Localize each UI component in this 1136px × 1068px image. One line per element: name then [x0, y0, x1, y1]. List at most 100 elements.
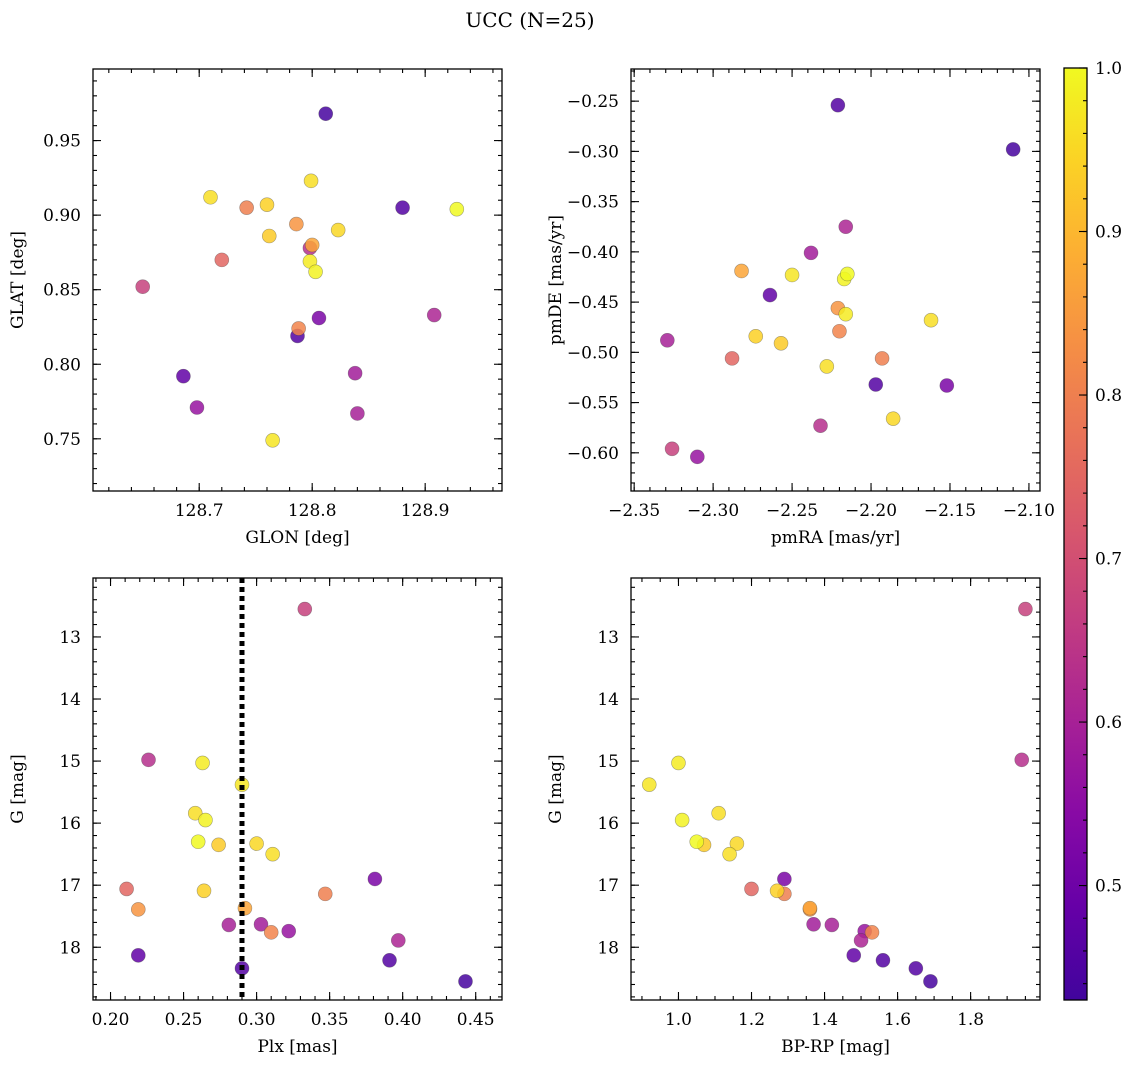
scatter-point — [819, 359, 835, 374]
colorbar-tick-label: 0.9 — [1095, 223, 1122, 243]
panel-pmra-pmde-ytick-label: −0.25 — [567, 92, 619, 112]
panel-glon-glat-points — [135, 106, 465, 448]
scatter-point — [141, 752, 156, 768]
scatter-point — [762, 287, 778, 303]
scatter-point — [875, 952, 891, 968]
scatter-point — [1014, 752, 1030, 768]
scatter-point — [671, 755, 686, 771]
panel-pmra-pmde-ytick-label: −0.35 — [567, 193, 619, 213]
panel-glon-glat-xlabel: GLON [deg] — [245, 528, 349, 548]
panel-bprp-g: 1.0 1.2 1.4 1.6 1.8 13 14 15 16 17 18 BP-RP [mag] G … — [546, 577, 1041, 1057]
panel-bprp-g-ytick-label: 13 — [597, 628, 619, 648]
panel-glon-glat-ytick-label: 0.95 — [43, 132, 81, 152]
panel-bprp-g-points — [641, 601, 1033, 989]
scatter-point — [458, 974, 473, 989]
scatter-point — [318, 106, 334, 122]
panel-plx-g: 0.20 0.25 0.30 0.35 0.40 0.45 13 14 15 16 17 18 Plx … — [8, 577, 503, 1057]
scatter-point — [690, 449, 705, 465]
panel-plx-g-xtick-label: 0.20 — [92, 1010, 130, 1030]
panel-bprp-g-ytick-label: 16 — [597, 814, 619, 834]
scatter-point — [824, 917, 840, 933]
scatter-point — [939, 378, 955, 393]
panel-plx-g-ticks — [93, 578, 502, 1000]
scatter-point — [923, 974, 938, 989]
scatter-point — [803, 245, 819, 261]
panel-pmra-pmde-xtick-label: −2.15 — [924, 501, 976, 521]
scatter-point — [846, 948, 862, 963]
colorbar-tick-label: 0.6 — [1095, 713, 1122, 733]
scatter-point — [874, 351, 890, 366]
scatter-point — [289, 216, 304, 232]
scatter-point — [885, 411, 901, 426]
scatter-point — [777, 871, 792, 887]
panel-glon-glat: 128.7 128.8 128.9 0.75 0.80 0.85 0.90 0.95 GLON … — [8, 68, 503, 548]
scatter-point — [261, 228, 277, 244]
panel-glon-glat-ytick-label: 0.80 — [43, 355, 81, 375]
scatter-point — [923, 312, 939, 328]
scatter-point — [784, 267, 800, 283]
scatter-point — [734, 263, 749, 279]
panel-bprp-g-ytick-label: 15 — [597, 752, 619, 772]
scatter-point — [195, 755, 210, 771]
panel-bprp-g-ytick-label: 18 — [597, 938, 619, 958]
scatter-point — [744, 881, 759, 897]
scatter-point — [304, 237, 320, 253]
scatter-point — [196, 883, 212, 899]
panel-glon-glat-xtick-label: 128.8 — [288, 501, 337, 521]
panel-plx-g-ytick-label: 17 — [59, 876, 81, 896]
scatter-point — [239, 200, 254, 215]
panel-plx-g-xtick-label: 0.45 — [457, 1010, 495, 1030]
panel-plx-g-ytick-label: 16 — [59, 814, 81, 834]
scatter-point — [748, 328, 764, 344]
scatter-point — [382, 952, 397, 968]
scatter-point — [308, 264, 323, 280]
scatter-point — [908, 961, 924, 976]
panel-plx-g-ytick-label: 15 — [59, 752, 81, 772]
panel-pmra-pmde-xtick-label: −2.10 — [1003, 501, 1055, 521]
panel-plx-g-xtick-label: 0.30 — [238, 1010, 276, 1030]
scatter-point — [297, 601, 313, 617]
panel-bprp-g-xtick-label: 1.8 — [957, 1010, 984, 1030]
scatter-point — [722, 846, 737, 862]
panel-plx-g-ytick-label: 14 — [59, 690, 81, 710]
panel-pmra-pmde-xlabel: pmRA [mas/yr] — [771, 528, 900, 548]
panel-plx-g-xlabel: Plx [mas] — [257, 1037, 337, 1057]
scatter-point — [711, 805, 726, 821]
scatter-point — [187, 805, 203, 821]
panel-pmra-pmde-ytick-label: −0.60 — [567, 444, 619, 464]
scatter-point — [135, 279, 151, 295]
panel-plx-g-xtick-label: 0.40 — [384, 1010, 422, 1030]
panel-plx-g-xtick-label: 0.35 — [311, 1010, 349, 1030]
colorbar-tick-label: 1.0 — [1095, 59, 1122, 79]
colorbar-gradient — [1064, 68, 1087, 1000]
panel-pmra-pmde-frame — [630, 68, 1041, 492]
panel-pmra-pmde: −2.35 −2.30 −2.25 −2.20 −2.15 −2.10 −0.60 −0.55… — [546, 68, 1055, 548]
panel-glon-glat-xtick-label: 128.7 — [175, 501, 224, 521]
scatter-point — [291, 321, 306, 336]
panel-glon-glat-ytick-label: 0.85 — [43, 281, 81, 301]
scatter-point — [130, 948, 146, 963]
panel-bprp-g-frame — [630, 577, 1041, 1001]
panel-bprp-g-ticks — [631, 578, 1040, 1000]
panel-pmra-pmde-xtick-label: −2.35 — [608, 501, 660, 521]
panel-pmra-pmde-ytick-label: −0.45 — [567, 293, 619, 313]
scatter-point — [221, 917, 237, 933]
panel-plx-g-ylabel: G [mag] — [8, 754, 28, 823]
scatter-point — [211, 837, 226, 853]
scatter-point — [198, 812, 213, 828]
scatter-point — [259, 197, 275, 212]
scatter-point — [189, 400, 205, 415]
scatter-point — [769, 883, 785, 899]
panel-bprp-g-ytick-label: 14 — [597, 690, 619, 710]
scatter-point — [263, 925, 279, 940]
panel-pmra-pmde-ytick-label: −0.50 — [567, 343, 619, 363]
panel-plx-g-xtick-label: 0.25 — [165, 1010, 203, 1030]
colorbar-tick-label: 0.5 — [1095, 877, 1122, 897]
scatter-point — [660, 332, 675, 348]
panel-pmra-pmde-points — [660, 97, 1021, 465]
panel-bprp-g-xtick-label: 1.6 — [884, 1010, 911, 1030]
scatter-point — [813, 418, 828, 433]
scatter-point — [806, 916, 821, 932]
scatter-point — [317, 886, 333, 902]
